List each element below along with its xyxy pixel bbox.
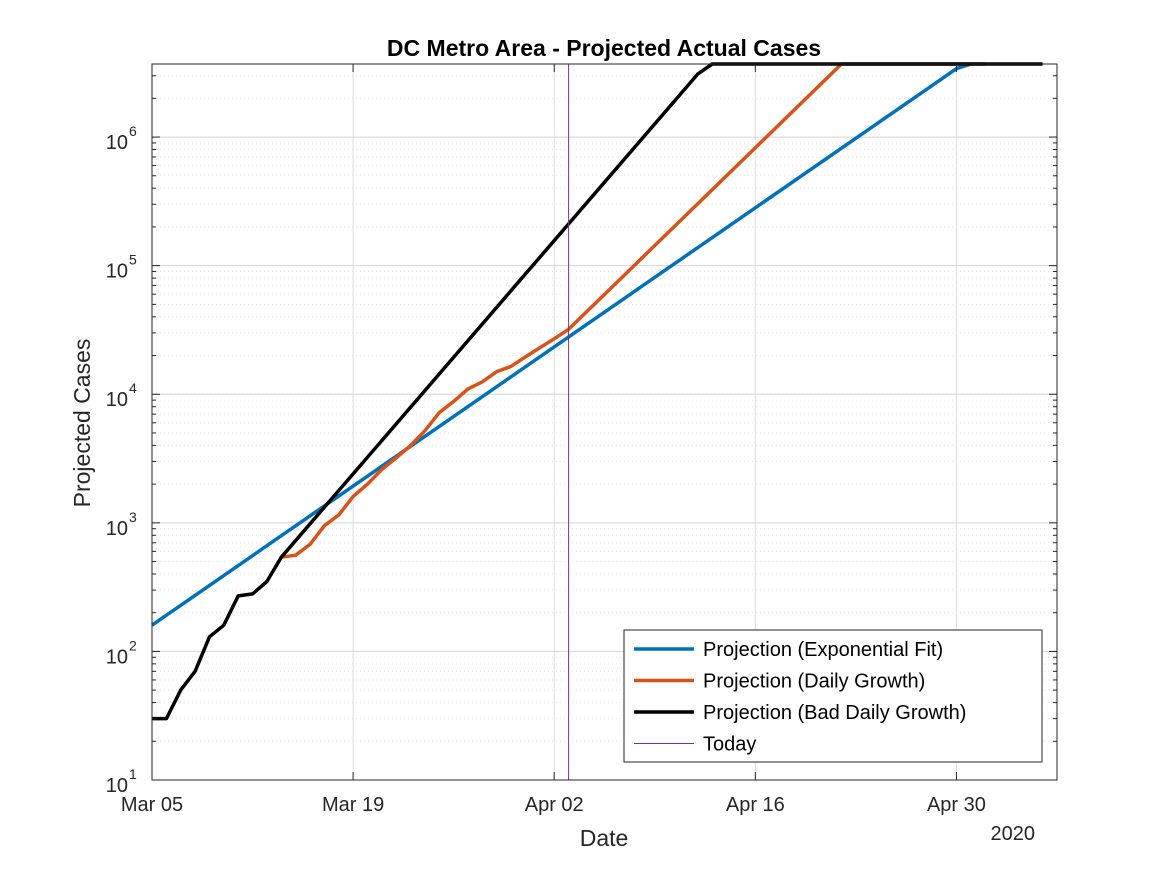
y-tick-label-exponent: 3 (129, 509, 137, 525)
x-axis-year-label: 2020 (991, 823, 1036, 845)
x-tick-label: Apr 16 (726, 794, 785, 816)
y-tick-label-exponent: 5 (129, 252, 137, 268)
y-tick-label-exponent: 1 (129, 766, 137, 782)
legend-entry-label: Projection (Bad Daily Growth) (703, 702, 966, 724)
y-tick-label: 10 (106, 261, 128, 283)
y-tick-label: 10 (106, 646, 128, 668)
legend-entry-label: Projection (Exponential Fit) (703, 639, 943, 661)
plot-area-frame (151, 63, 1058, 781)
y-tick-label-exponent: 6 (129, 123, 137, 139)
y-tick-label: 10 (106, 518, 128, 540)
legend-entry-label: Today (703, 734, 756, 756)
legend: Projection (Exponential Fit) Projection (… (623, 629, 1043, 763)
y-tick-label: 10 (106, 389, 128, 411)
y-tick-label-exponent: 4 (129, 380, 137, 396)
x-tick-label: Mar 19 (322, 794, 384, 816)
y-tick-label: 10 (106, 132, 128, 154)
y-tick-label: 10 (106, 775, 128, 797)
legend-box (623, 629, 1043, 763)
chart-title: DC Metro Area - Projected Actual Cases (387, 35, 821, 61)
legend-entry-label: Projection (Daily Growth) (703, 671, 925, 693)
y-tick-label-exponent: 2 (129, 637, 137, 653)
x-tick-label: Apr 02 (525, 794, 584, 816)
y-axis-label: Projected Cases (69, 339, 95, 508)
series-line-projection-bad-daily-growth (152, 62, 1043, 721)
x-tick-label: Mar 05 (121, 794, 183, 816)
x-tick-label: Apr 30 (927, 794, 986, 816)
axis-ticks: Mar 05 Mar 19 Apr 02 Apr 16 Apr 301011021031… (106, 64, 1057, 816)
x-axis-label: Date (580, 825, 629, 851)
series-line-projection-daily-growth (281, 62, 986, 559)
